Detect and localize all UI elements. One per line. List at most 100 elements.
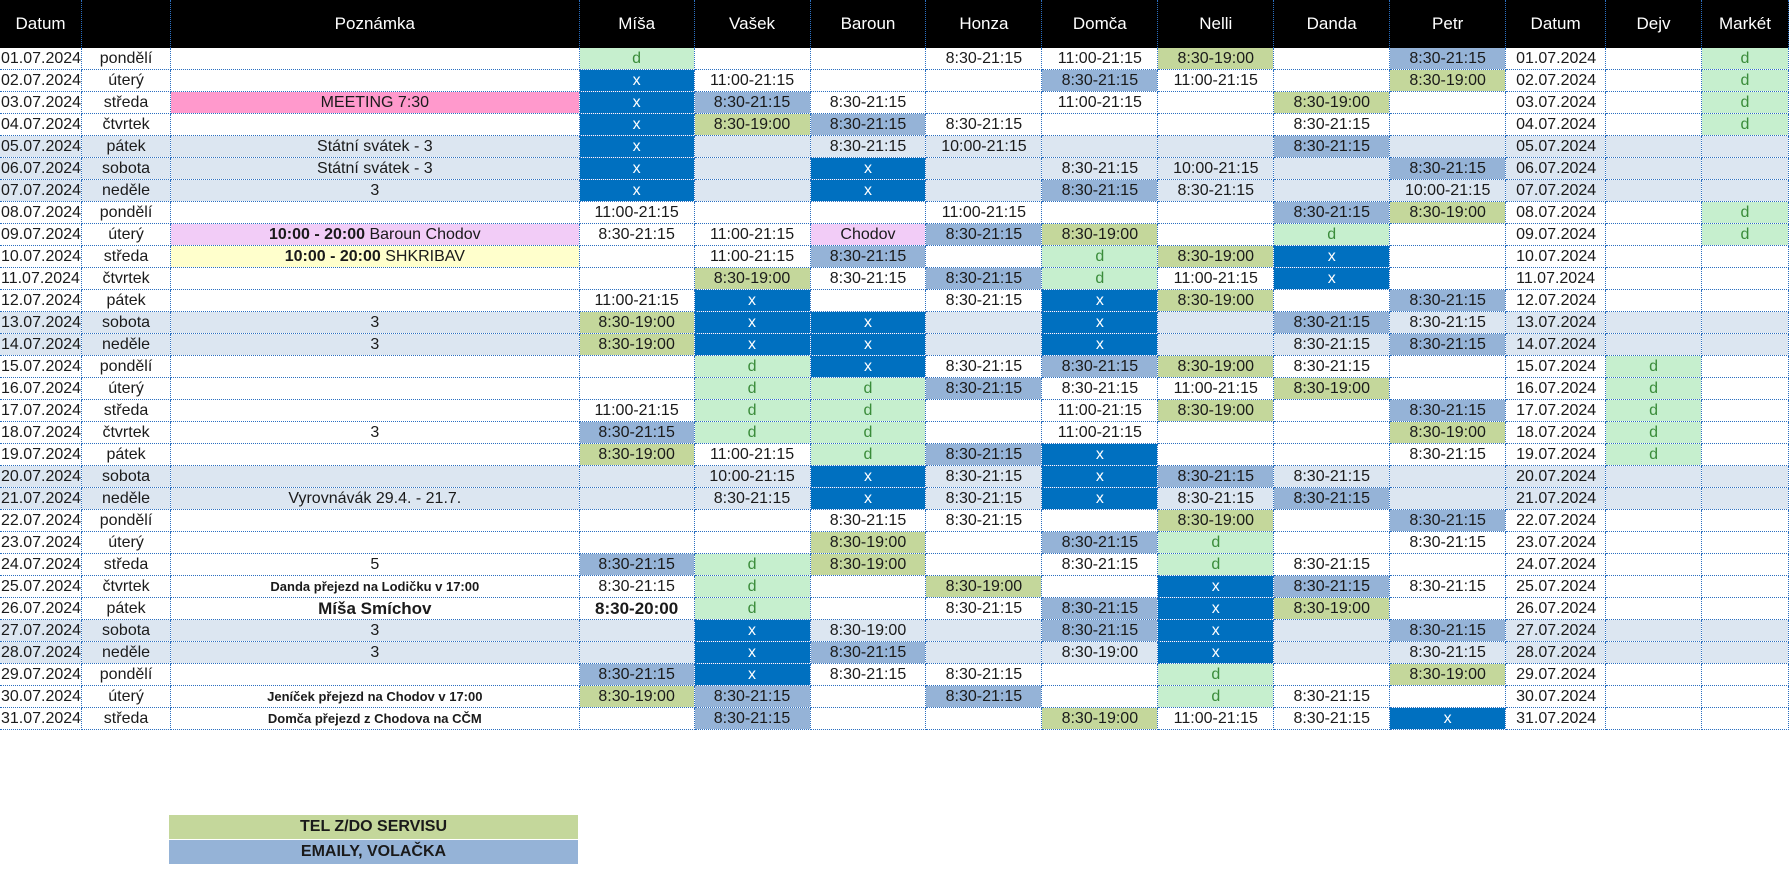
cell-date2[interactable]: 13.07.2024 [1505, 311, 1607, 334]
cell-nelli[interactable]: 8:30-19:00 [1157, 509, 1275, 532]
cell-vasek[interactable]: x [694, 663, 811, 686]
cell-danda[interactable]: 8:30-19:00 [1273, 597, 1391, 620]
cell-misa[interactable]: 8:30-19:00 [579, 311, 695, 334]
cell-date[interactable]: 08.07.2024 [0, 201, 83, 224]
cell-vasek[interactable] [694, 531, 811, 554]
header-day[interactable] [81, 0, 171, 48]
cell-market[interactable] [1701, 509, 1789, 532]
cell-baroun[interactable]: 8:30-21:15 [810, 267, 927, 290]
cell-petr[interactable]: 8:30-21:15 [1389, 531, 1507, 554]
cell-danda[interactable] [1273, 179, 1391, 202]
cell-date2[interactable]: 08.07.2024 [1505, 201, 1607, 224]
cell-baroun[interactable]: 8:30-21:15 [810, 663, 927, 686]
cell-misa[interactable]: 8:30-21:15 [579, 663, 695, 686]
cell-day[interactable]: pondělí [81, 355, 171, 378]
cell-domca[interactable] [1041, 663, 1159, 686]
cell-date[interactable]: 10.07.2024 [0, 245, 83, 268]
cell-dejv[interactable] [1605, 575, 1702, 598]
cell-vasek[interactable]: x [694, 333, 811, 356]
cell-date2[interactable]: 19.07.2024 [1505, 443, 1607, 466]
cell-date2[interactable]: 23.07.2024 [1505, 531, 1607, 554]
cell-date2[interactable]: 29.07.2024 [1505, 663, 1607, 686]
cell-date2[interactable]: 03.07.2024 [1505, 91, 1607, 114]
cell-danda[interactable]: 8:30-21:15 [1273, 311, 1391, 334]
cell-honza[interactable]: 8:30-21:15 [925, 597, 1043, 620]
cell-dejv[interactable] [1605, 157, 1702, 180]
cell-domca[interactable]: 8:30-21:15 [1041, 157, 1159, 180]
cell-domca[interactable]: x [1041, 289, 1159, 312]
header-datum-2[interactable]: Datum [1505, 0, 1607, 48]
cell-misa[interactable] [579, 267, 695, 290]
cell-date2[interactable]: 31.07.2024 [1505, 707, 1607, 730]
cell-petr[interactable]: 8:30-19:00 [1389, 663, 1507, 686]
cell-petr[interactable] [1389, 553, 1507, 576]
cell-vasek[interactable] [694, 135, 811, 158]
cell-nelli[interactable]: 11:00-21:15 [1157, 69, 1275, 92]
cell-day[interactable]: středa [81, 707, 171, 730]
cell-misa[interactable]: x [579, 113, 695, 136]
cell-vasek[interactable]: 8:30-21:15 [694, 707, 811, 730]
cell-domca[interactable]: x [1041, 333, 1159, 356]
cell-note[interactable]: MEETING 7:30 [170, 91, 580, 114]
cell-nelli[interactable]: 11:00-21:15 [1157, 377, 1275, 400]
cell-market[interactable] [1701, 619, 1789, 642]
cell-date[interactable]: 19.07.2024 [0, 443, 83, 466]
cell-date[interactable]: 14.07.2024 [0, 333, 83, 356]
cell-date2[interactable]: 24.07.2024 [1505, 553, 1607, 576]
cell-misa[interactable]: 8:30-21:15 [579, 421, 695, 444]
cell-domca[interactable]: d [1041, 245, 1159, 268]
cell-nelli[interactable] [1157, 311, 1275, 334]
cell-date2[interactable]: 09.07.2024 [1505, 223, 1607, 246]
cell-dejv[interactable] [1605, 267, 1702, 290]
cell-note[interactable]: 3 [170, 421, 580, 444]
cell-petr[interactable] [1389, 91, 1507, 114]
cell-misa[interactable]: 11:00-21:15 [579, 399, 695, 422]
cell-baroun[interactable] [810, 685, 927, 708]
cell-honza[interactable]: 8:30-21:15 [925, 465, 1043, 488]
cell-misa[interactable]: 8:30-21:15 [579, 575, 695, 598]
cell-date2[interactable]: 27.07.2024 [1505, 619, 1607, 642]
cell-domca[interactable]: 8:30-19:00 [1041, 641, 1159, 664]
cell-nelli[interactable]: x [1157, 641, 1275, 664]
cell-vasek[interactable]: 8:30-21:15 [694, 487, 811, 510]
cell-baroun[interactable]: 8:30-21:15 [810, 245, 927, 268]
cell-danda[interactable] [1273, 663, 1391, 686]
cell-misa[interactable]: 8:30-20:00 [579, 597, 695, 620]
cell-market[interactable] [1701, 399, 1789, 422]
cell-petr[interactable] [1389, 377, 1507, 400]
cell-nelli[interactable]: 8:30-21:15 [1157, 487, 1275, 510]
header-misa[interactable]: Míša [579, 0, 695, 48]
cell-vasek[interactable]: d [694, 399, 811, 422]
cell-dejv[interactable] [1605, 641, 1702, 664]
cell-market[interactable] [1701, 333, 1789, 356]
header-nelli[interactable]: Nelli [1157, 0, 1275, 48]
cell-market[interactable]: d [1701, 223, 1789, 246]
cell-note[interactable]: Státní svátek - 3 [170, 157, 580, 180]
cell-petr[interactable] [1389, 113, 1507, 136]
cell-misa[interactable] [579, 377, 695, 400]
cell-dejv[interactable] [1605, 91, 1702, 114]
cell-baroun[interactable]: x [810, 333, 927, 356]
cell-market[interactable] [1701, 663, 1789, 686]
cell-day[interactable]: čtvrtek [81, 267, 171, 290]
cell-date2[interactable]: 12.07.2024 [1505, 289, 1607, 312]
cell-market[interactable] [1701, 135, 1789, 158]
cell-date[interactable]: 29.07.2024 [0, 663, 83, 686]
cell-honza[interactable]: 8:30-21:15 [925, 355, 1043, 378]
cell-day[interactable]: pondělí [81, 663, 171, 686]
cell-baroun[interactable]: d [810, 399, 927, 422]
cell-note[interactable] [170, 663, 580, 686]
cell-baroun[interactable]: d [810, 421, 927, 444]
cell-honza[interactable]: 8:30-21:15 [925, 113, 1043, 136]
cell-dejv[interactable] [1605, 619, 1702, 642]
cell-date2[interactable]: 30.07.2024 [1505, 685, 1607, 708]
cell-date2[interactable]: 07.07.2024 [1505, 179, 1607, 202]
cell-dejv[interactable]: d [1605, 421, 1702, 444]
cell-nelli[interactable]: d [1157, 553, 1275, 576]
cell-day[interactable]: pondělí [81, 509, 171, 532]
cell-domca[interactable] [1041, 509, 1159, 532]
header-baroun[interactable]: Baroun [810, 0, 927, 48]
cell-misa[interactable] [579, 707, 695, 730]
cell-vasek[interactable]: d [694, 575, 811, 598]
cell-day[interactable]: pondělí [81, 48, 171, 70]
